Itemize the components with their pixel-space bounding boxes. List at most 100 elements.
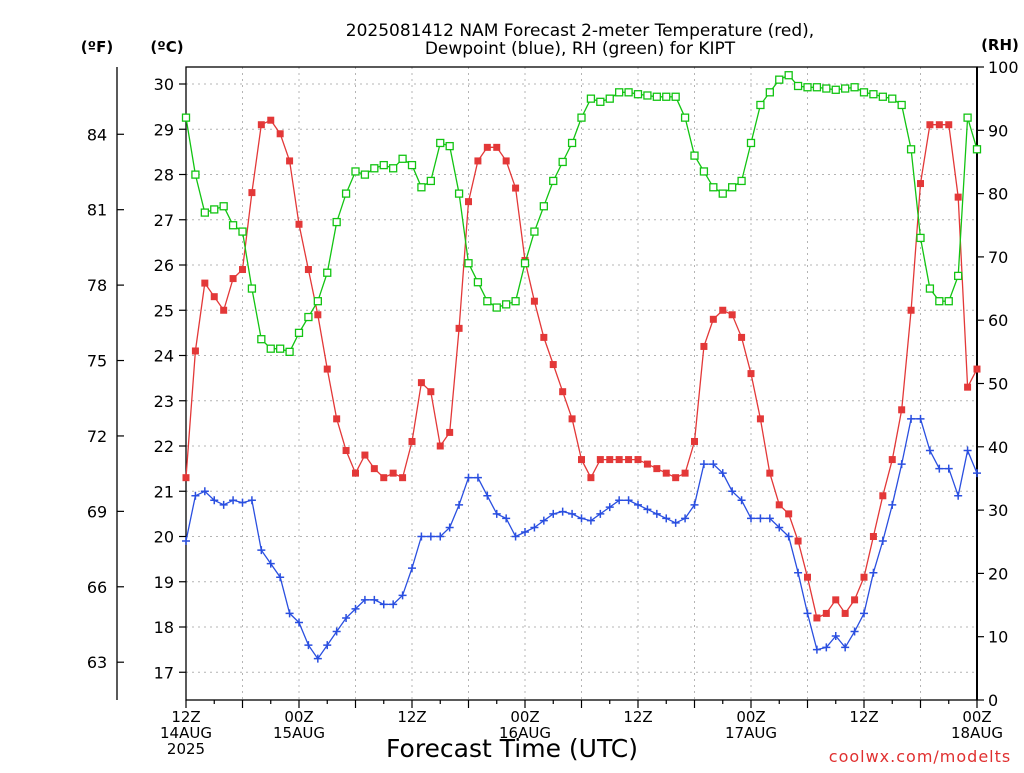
dewpoint-markers (182, 414, 981, 663)
temperature-point (220, 306, 228, 314)
dewpoint-point (897, 460, 906, 469)
rh-point (247, 284, 257, 293)
dewpoint-point (954, 491, 963, 500)
temperature-point (286, 157, 294, 165)
rh-point (709, 183, 718, 192)
rh-point (181, 113, 191, 122)
rh-point (530, 227, 539, 236)
dewpoint-point (408, 564, 416, 573)
dewpoint-point (841, 643, 850, 652)
dewpoint-point (765, 514, 774, 523)
temperature-point (540, 333, 548, 341)
temperature-point (794, 537, 802, 545)
temperature-point (295, 220, 303, 228)
dewpoint-point (662, 514, 671, 523)
rh-point (398, 154, 407, 163)
rh-point (473, 278, 483, 287)
axes (116, 66, 984, 708)
temperature-point (210, 293, 218, 301)
rh-point (549, 176, 558, 186)
dewpoint-point (577, 514, 586, 523)
rh-point (615, 88, 624, 97)
rh-point (483, 297, 492, 306)
temperature-point (361, 451, 369, 459)
dewpoint-point (200, 487, 209, 496)
rh-point (379, 160, 388, 170)
temperature-point (747, 370, 755, 378)
temperature-point (954, 193, 962, 201)
x-tick-label: 12Z (623, 708, 652, 726)
celsius-tick-label: 24 (154, 347, 174, 366)
dewpoint-point (794, 568, 803, 577)
rh-tick-label: 70 (988, 248, 1008, 267)
temperature-point (775, 501, 783, 509)
rh-point (925, 284, 935, 293)
dewpoint-point (737, 496, 746, 505)
rh-point (210, 205, 219, 214)
dewpoint-point (935, 464, 944, 473)
dewpoint-point (803, 609, 812, 618)
temperature-point (691, 437, 698, 445)
rh-point (784, 71, 793, 80)
temperature-point (869, 533, 877, 540)
temperature-point (907, 306, 915, 314)
chart-title-line-1: 2025081412 NAM Forecast 2-meter Temperat… (346, 21, 814, 41)
dewpoint-point (634, 500, 642, 509)
celsius-tick-label: 20 (154, 528, 174, 547)
dewpoint-point (586, 516, 595, 525)
rh-point (954, 271, 963, 281)
fahrenheit-tick-label: 69 (87, 502, 107, 521)
dewpoint-point (276, 573, 285, 582)
rh-tick-label: 90 (988, 121, 1008, 140)
rh-point (276, 344, 285, 353)
celsius-tick-label: 21 (154, 482, 174, 501)
rh-point (228, 221, 238, 230)
rh-point (511, 297, 520, 306)
temperature-point (239, 266, 246, 274)
temperature-point (455, 324, 463, 332)
celsius-tick-label: 19 (154, 573, 174, 592)
temperature-point (643, 460, 651, 468)
dewpoint-point (671, 518, 680, 527)
rh-point (454, 189, 464, 198)
rh-point (859, 88, 869, 97)
temperature-point (417, 379, 425, 387)
rh-point (492, 303, 501, 312)
temperature-point (182, 474, 190, 482)
dewpoint-point (681, 514, 690, 523)
rh-point (219, 202, 228, 211)
dewpoint-point (229, 496, 238, 505)
rh-point (370, 164, 379, 173)
dewpoint-point (549, 509, 558, 518)
rh-point (746, 138, 756, 148)
rh-point (850, 83, 859, 92)
temperature-point (700, 342, 708, 350)
rh-point (539, 202, 548, 211)
temperature-point (719, 306, 727, 314)
celsius-tick-label: 17 (154, 663, 174, 682)
rh-point (652, 92, 661, 101)
dewpoint-point (963, 446, 972, 455)
dewpoint-point (850, 627, 859, 636)
temperature-point (257, 121, 265, 129)
dewpoint-point (389, 600, 398, 609)
rh-point (643, 91, 652, 100)
temperature-point (427, 388, 435, 396)
x-tick-label: 12Z (397, 708, 426, 726)
temperature-point (370, 465, 378, 473)
temperature-point (304, 266, 312, 274)
rh-point (831, 85, 840, 94)
temperature-markers (182, 116, 981, 622)
rh-point (812, 83, 822, 92)
temperature-point (578, 456, 585, 464)
rh-point (699, 167, 709, 176)
credit-text: coolwx.com/modelts (829, 747, 1011, 766)
celsius-tick-label: 22 (154, 437, 174, 456)
temperature-point (832, 596, 840, 604)
dewpoint-point (831, 632, 840, 641)
dewpoint-point (370, 595, 379, 604)
dewpoint-point (652, 509, 661, 518)
dewpoint-point (295, 618, 303, 627)
plot-frame (185, 66, 978, 701)
dewpoint-point (182, 537, 190, 546)
